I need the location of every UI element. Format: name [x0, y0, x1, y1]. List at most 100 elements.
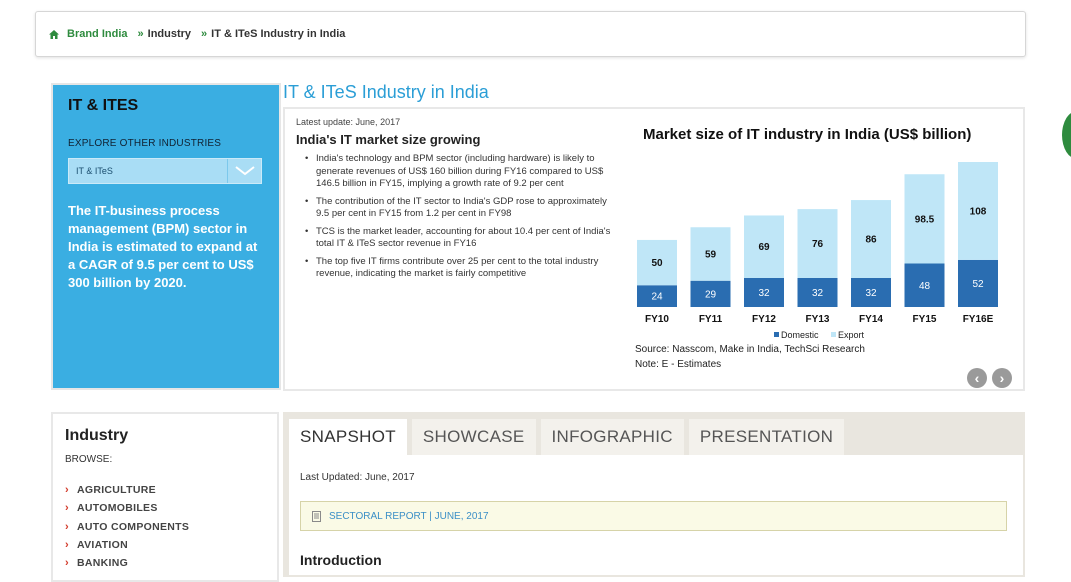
industry-link-aviation[interactable]: › AVIATION — [65, 536, 265, 554]
industry-link-label: BANKING — [76, 557, 129, 570]
home-icon — [49, 29, 59, 39]
bar-domestic — [851, 278, 891, 307]
bar-export — [797, 209, 838, 278]
bullet-item: The top five IT firms contribute over 25… — [305, 256, 615, 281]
bar-domestic — [637, 285, 677, 307]
data-label-export: 50 — [651, 258, 663, 269]
bullet-list: India's technology and BPM sector (inclu… — [305, 153, 615, 286]
bullet-item: The contribution of the IT sector to Ind… — [305, 196, 615, 221]
x-tick-label: FY14 — [859, 314, 883, 325]
industry-link-label: AGRICULTURE — [76, 484, 156, 497]
side-panel-title: IT & ITES — [68, 97, 139, 114]
data-label-export: 59 — [705, 249, 717, 260]
x-tick-label: FY15 — [913, 314, 937, 325]
tab-content: Last Updated: June, 2017 SECTORAL REPORT… — [289, 455, 1023, 575]
document-icon — [312, 510, 321, 522]
legend-label-export: Export — [838, 330, 865, 340]
industry-link-label: AUTO COMPONENTS — [76, 520, 190, 533]
chevron-right-icon: › — [65, 557, 69, 570]
tab-bar: SNAPSHOT SHOWCASE INFOGRAPHIC PRESENTATI… — [289, 419, 849, 455]
chevron-right-icon: › — [65, 539, 69, 552]
page-title: IT & ITeS Industry in India — [283, 82, 489, 102]
x-tick-label: FY11 — [699, 314, 723, 325]
breadcrumb: Brand India » Industry » IT & ITeS Indus… — [35, 11, 1026, 57]
breadcrumb-home-link[interactable]: Brand India — [49, 28, 128, 40]
slide-subtitle: India's IT market size growing — [296, 132, 481, 147]
side-panel-description: The IT-business process management (BPM)… — [68, 203, 258, 290]
bar-domestic — [744, 278, 784, 307]
chevron-down-icon[interactable] — [227, 159, 261, 183]
breadcrumb-current: IT & ITeS Industry in India — [211, 28, 346, 40]
latest-update: Latest update: June, 2017 — [296, 117, 401, 127]
industry-link-automobiles[interactable]: › AUTOMOBILES — [65, 499, 265, 517]
data-label-export: 76 — [812, 239, 824, 250]
industry-side-panel: IT & ITES EXPLORE OTHER INDUSTRIES IT & … — [51, 83, 281, 390]
next-slide-button[interactable]: › — [992, 368, 1012, 388]
industry-link-label: AUTOMOBILES — [76, 502, 158, 515]
x-tick-label: FY13 — [806, 314, 830, 325]
x-tick-label: FY10 — [645, 314, 669, 325]
industry-list: › AGRICULTURE › AUTOMOBILES › AUTO COMPONEN… — [65, 481, 265, 572]
breadcrumb-home-label: Brand India — [67, 28, 128, 40]
sectoral-report-link[interactable]: SECTORAL REPORT | JUNE, 2017 — [300, 501, 1007, 531]
x-tick-label: FY16E — [963, 314, 994, 325]
data-label-export: 86 — [865, 235, 877, 246]
chevron-right-icon: › — [65, 520, 69, 533]
breadcrumb-industry-link[interactable]: Industry — [147, 28, 192, 40]
tab-snapshot[interactable]: SNAPSHOT — [289, 419, 407, 455]
data-label-domestic: 24 — [651, 292, 663, 303]
industry-link-auto-components[interactable]: › AUTO COMPONENTS — [65, 518, 265, 536]
last-updated: Last Updated: June, 2017 — [300, 472, 415, 483]
bar-export — [904, 174, 945, 264]
breadcrumb-separator: » — [201, 28, 208, 40]
industry-link-banking[interactable]: › BANKING — [65, 554, 265, 572]
chart-title: Market size of IT industry in India (US$… — [643, 126, 972, 143]
browse-label: BROWSE: — [65, 454, 113, 465]
legend-label-domestic: Domestic — [781, 330, 819, 340]
bar-domestic — [904, 263, 945, 307]
bar-export — [851, 200, 891, 278]
bullet-item: India's technology and BPM sector (inclu… — [305, 153, 615, 191]
tab-presentation[interactable]: PRESENTATION — [688, 419, 845, 455]
introduction-heading: Introduction — [300, 552, 382, 568]
data-label-domestic: 52 — [972, 279, 984, 290]
data-label-domestic: 32 — [758, 288, 770, 299]
legend-swatch-domestic — [774, 332, 779, 337]
industry-select[interactable]: IT & ITeS — [68, 158, 262, 184]
bar-domestic — [797, 278, 838, 307]
data-label-domestic: 29 — [705, 289, 717, 300]
legend-swatch-export — [831, 332, 836, 337]
data-label-domestic: 32 — [865, 288, 877, 299]
industry-panel-title: Industry — [65, 427, 129, 444]
bullet-item: TCS is the market leader, accounting for… — [305, 226, 615, 251]
explore-label: EXPLORE OTHER INDUSTRIES — [68, 138, 222, 149]
prev-slide-button[interactable]: ‹ — [967, 368, 987, 388]
bar-export — [690, 227, 731, 281]
tab-infographic[interactable]: INFOGRAPHIC — [540, 419, 684, 455]
floating-action-button[interactable] — [1062, 111, 1071, 159]
data-label-domestic: 32 — [812, 288, 824, 299]
chart-note: Note: E - Estimates — [635, 359, 722, 370]
overview-slide: Latest update: June, 2017 India's IT mar… — [283, 107, 1025, 391]
chevron-right-icon: › — [65, 484, 69, 497]
data-label-export: 98.5 — [915, 214, 935, 225]
bar-export — [637, 239, 677, 286]
breadcrumb-separator: » — [137, 28, 144, 40]
tab-showcase[interactable]: SHOWCASE — [411, 419, 536, 455]
industry-browse-panel: Industry BROWSE: › AGRICULTURE › AUTOMOBIL… — [51, 412, 279, 582]
industry-link-agriculture[interactable]: › AGRICULTURE — [65, 481, 265, 499]
bar-export — [958, 162, 998, 260]
bar-export — [744, 215, 784, 278]
data-label-domestic: 48 — [919, 281, 931, 292]
sectoral-report-label: SECTORAL REPORT | JUNE, 2017 — [329, 510, 489, 522]
industry-select-value: IT & ITeS — [76, 166, 113, 176]
tabs-section: SNAPSHOT SHOWCASE INFOGRAPHIC PRESENTATI… — [283, 412, 1025, 577]
bar-domestic — [690, 280, 731, 307]
market-size-chart: 24 50 FY10 29 59 FY11 32 69 FY12 32 76 FY13 32 86 FY14… — [637, 162, 998, 340]
data-label-export: 108 — [970, 206, 987, 217]
chevron-right-icon: › — [65, 502, 69, 515]
chart-source: Source: Nasscom, Make in India, TechSci … — [635, 344, 865, 355]
data-label-export: 69 — [758, 242, 770, 253]
x-tick-label: FY12 — [752, 314, 776, 325]
bar-domestic — [958, 259, 998, 307]
